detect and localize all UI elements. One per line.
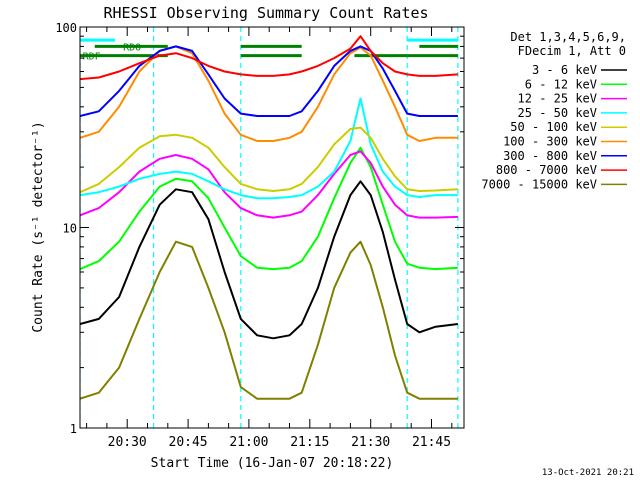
x-tick-label-3: 21:15	[290, 435, 329, 450]
series-line-6	[80, 45, 458, 117]
x-tick-label-0: 20:30	[108, 435, 147, 450]
x-axis-label: Start Time (16-Jan-07 20:18:22)	[151, 456, 394, 471]
legend-label-8: 7000 - 15000 keV	[481, 177, 597, 191]
legend-label-5: 100 - 300 keV	[503, 135, 597, 149]
series-line-7	[80, 35, 458, 81]
chart-title: RHESSI Observing Summary Count Rates	[103, 4, 428, 22]
legend-header-line-1: Det 1,3,4,5,6,9,	[510, 30, 626, 44]
series-line-3	[80, 97, 458, 200]
y-tick-label-0: 1	[70, 422, 77, 436]
series-line-8	[80, 240, 458, 400]
series-lines	[80, 35, 459, 400]
y-tick-label-2: 100	[55, 21, 77, 35]
series-line-4	[80, 126, 458, 194]
legend-label-0: 3 - 6 keV	[532, 63, 597, 77]
legend-label-3: 25 - 50 keV	[518, 106, 597, 120]
flag-annotation-0: RDO	[123, 42, 141, 53]
y-axis-label: Count Rate (s⁻¹ detector⁻¹)	[31, 121, 46, 332]
legend-label-4: 50 - 100 keV	[510, 120, 597, 134]
x-tick-label-5: 21:45	[412, 435, 451, 450]
axes: 1 10 100 20:30 20:45 21:00 21:15 21:30 21:45	[55, 21, 465, 450]
y-tick-label-1: 10	[63, 222, 77, 236]
footer-timestamp: 13-Oct-2021 20:21	[542, 468, 634, 478]
legend-label-6: 300 - 800 keV	[503, 149, 597, 163]
legend-label-1: 6 - 12 keV	[525, 77, 597, 91]
series-line-2	[80, 150, 458, 219]
legend-header-line-2: FDecim 1, Att 0	[518, 44, 626, 58]
flag-annotation-1: RDF	[83, 52, 101, 63]
x-tick-label-2: 21:00	[229, 435, 268, 450]
series-line-0	[80, 180, 459, 340]
legend-label-2: 12 - 25 keV	[518, 92, 597, 106]
legend-label-7: 800 - 7000 keV	[496, 163, 597, 177]
flag-annotations: RDO RDF	[83, 42, 142, 62]
x-tick-label-1: 20:45	[169, 435, 208, 450]
x-tick-label-4: 21:30	[351, 435, 390, 450]
series-line-1	[80, 146, 458, 271]
flag-bars	[80, 38, 458, 58]
